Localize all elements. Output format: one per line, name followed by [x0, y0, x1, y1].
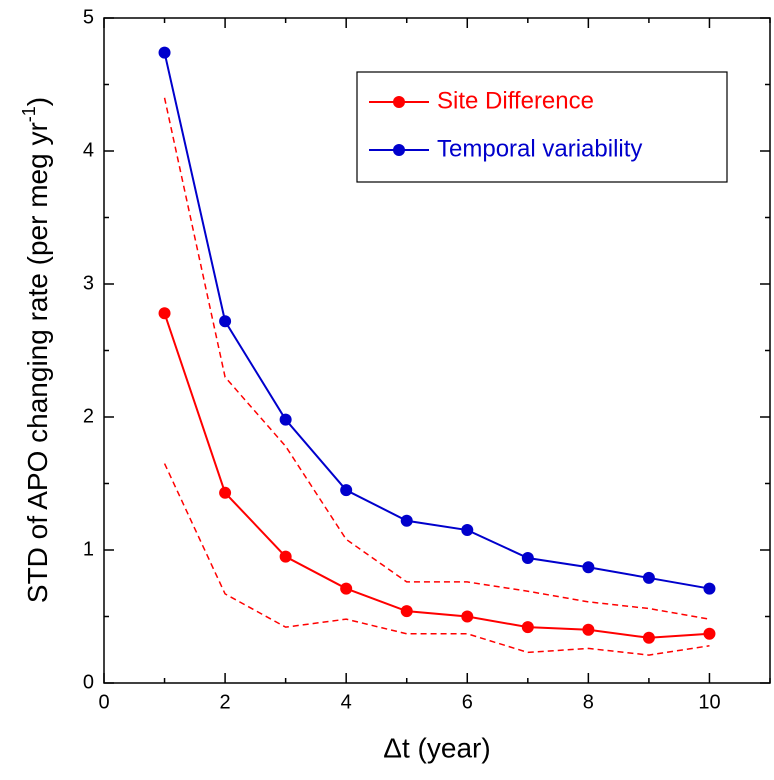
point	[642, 631, 655, 644]
legend-label: Temporal variability	[437, 135, 642, 162]
y-tick-label: 4	[83, 139, 94, 161]
y-tick-label: 1	[83, 538, 94, 560]
point	[461, 524, 474, 537]
point	[279, 550, 292, 563]
point	[642, 571, 655, 584]
legend-marker	[393, 144, 405, 156]
point	[279, 413, 292, 426]
point	[582, 623, 595, 636]
point	[340, 582, 353, 595]
y-tick-label: 0	[83, 671, 94, 693]
x-tick-label: 4	[341, 691, 352, 713]
point	[219, 486, 232, 499]
point	[340, 484, 353, 497]
point	[400, 605, 413, 618]
x-axis-label: Δt (year)	[383, 732, 490, 763]
legend: Site Difference Temporal variability	[356, 71, 728, 183]
point	[582, 561, 595, 574]
y-axis-label-end: )	[22, 97, 53, 106]
dashed-line	[163, 97, 710, 620]
legend-frame	[356, 71, 728, 183]
point	[158, 46, 171, 59]
legend-label: Site Difference	[437, 87, 594, 114]
point	[461, 610, 474, 623]
x-tick-label: 10	[698, 691, 720, 713]
x-tick-label: 0	[98, 691, 109, 713]
y-tick-label: 5	[83, 6, 94, 28]
x-tick-label: 2	[220, 691, 231, 713]
y-tick-label: 3	[83, 272, 94, 294]
point	[521, 621, 534, 634]
legend-marker	[393, 96, 405, 108]
point	[521, 551, 534, 564]
series-line	[163, 312, 710, 639]
x-tick-label: 8	[583, 691, 594, 713]
series-line	[163, 52, 710, 590]
point	[219, 315, 232, 328]
y-axis-label-sup: -1	[19, 106, 39, 122]
dashed-line	[163, 463, 710, 656]
point	[158, 307, 171, 320]
y-axis-label: STD of APO changing rate (per meg yr-1)	[19, 97, 54, 603]
x-tick-label: 6	[462, 691, 473, 713]
point	[703, 627, 716, 640]
y-tick-label: 2	[83, 405, 94, 427]
y-axis-label-main: STD of APO changing rate (per meg yr	[22, 122, 53, 603]
point	[703, 582, 716, 595]
point	[400, 514, 413, 527]
